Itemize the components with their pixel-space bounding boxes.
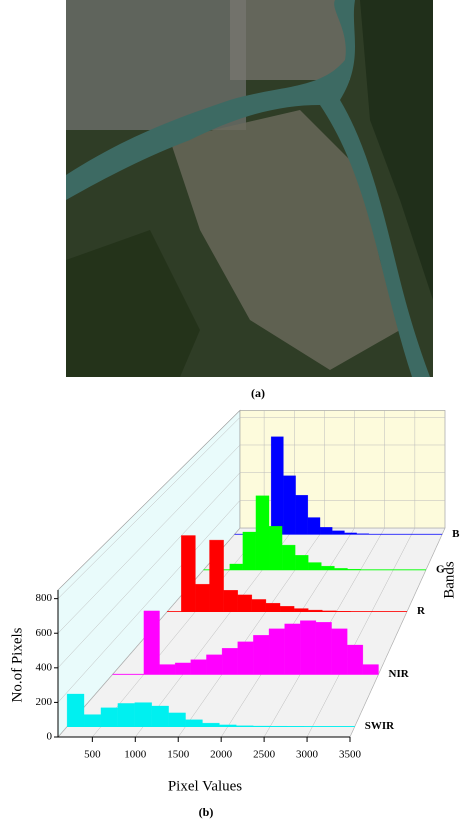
histogram-bin — [348, 569, 361, 570]
histogram-bin — [118, 703, 135, 726]
histogram-bin — [285, 624, 301, 674]
histogram-bin — [322, 611, 336, 612]
histogram-bin — [236, 726, 253, 727]
histogram-bin — [300, 621, 316, 675]
x-axis-label: Pixel Values — [168, 778, 242, 794]
histogram-bin — [160, 665, 176, 675]
histogram-bin — [195, 584, 209, 611]
band-label: R — [417, 605, 426, 617]
histogram-bin — [308, 518, 320, 535]
histogram-bin — [238, 642, 254, 675]
histogram-bin — [67, 694, 84, 727]
histogram-bin — [269, 526, 282, 570]
histogram-bin — [238, 595, 252, 612]
histogram-bin — [253, 726, 270, 727]
histogram-bin — [283, 476, 295, 535]
histogram-bin — [206, 655, 222, 675]
caption: (b) — [199, 805, 214, 819]
x-tick-label: 3500 — [339, 749, 362, 761]
band-label: G — [436, 563, 445, 575]
histogram-bin — [316, 622, 332, 674]
histogram-bin — [363, 665, 379, 675]
caption: (a) — [251, 386, 265, 400]
histogram-bin — [224, 590, 238, 611]
histogram-bin — [271, 437, 283, 535]
histogram-bin — [332, 629, 348, 675]
back-wall — [240, 410, 445, 528]
histogram-bin — [135, 703, 152, 727]
y-tick-label: 600 — [36, 627, 53, 639]
x-tick-label: 2000 — [210, 749, 233, 761]
histogram-bin — [344, 533, 356, 534]
band-label: SWIR — [365, 720, 395, 732]
x-tick-label: 3000 — [296, 749, 319, 761]
y-tick-label: 0 — [47, 731, 53, 743]
histogram-bin — [308, 563, 321, 570]
satellite-image — [66, 0, 433, 377]
histogram-bin — [252, 599, 266, 611]
histogram-bin — [186, 720, 203, 727]
histogram-bin — [296, 495, 308, 534]
histogram-bin — [144, 611, 160, 674]
histogram-bin — [175, 663, 191, 674]
y-tick-label: 800 — [36, 592, 53, 604]
histogram-bin — [243, 532, 256, 570]
histogram-bin — [266, 603, 280, 611]
histogram-bin — [269, 629, 285, 675]
histogram-bin — [230, 564, 243, 570]
histogram-bin — [169, 713, 186, 727]
histogram-bin — [320, 527, 332, 534]
histogram-bin — [280, 606, 294, 611]
histogram-bin — [282, 545, 295, 570]
histogram-bin — [210, 540, 224, 612]
histogram-bin — [256, 496, 269, 570]
histogram-bin — [101, 708, 118, 727]
histogram-bin — [202, 723, 219, 726]
histogram-bin — [152, 706, 169, 727]
histogram-bin — [321, 566, 334, 570]
x-tick-label: 1500 — [167, 749, 190, 761]
histogram-bin — [308, 610, 322, 612]
y-axis-label: No.of Pixels — [9, 627, 25, 702]
histogram-bin — [253, 635, 269, 674]
x-tick-label: 1000 — [124, 749, 147, 761]
y-tick-label: 400 — [36, 661, 53, 673]
histogram-bin — [294, 609, 308, 612]
x-tick-label: 500 — [84, 749, 101, 761]
figure: (a) (b) Pixel Values No.of Pixels Bands … — [0, 0, 463, 826]
histogram-bin — [332, 531, 344, 534]
histogram-bin — [347, 645, 363, 674]
histogram-bin — [295, 555, 308, 570]
histogram-bin — [357, 534, 369, 535]
histogram-bin — [219, 725, 236, 727]
x-tick-label: 2500 — [253, 749, 276, 761]
histogram-bin — [334, 568, 347, 569]
histogram-bin — [222, 648, 238, 674]
y-tick-label: 200 — [36, 696, 53, 708]
histogram-bin — [181, 536, 195, 612]
band-label: B — [452, 528, 460, 540]
histogram-bin — [84, 715, 101, 727]
band-label: NIR — [389, 668, 410, 680]
histogram-bin — [191, 660, 207, 675]
